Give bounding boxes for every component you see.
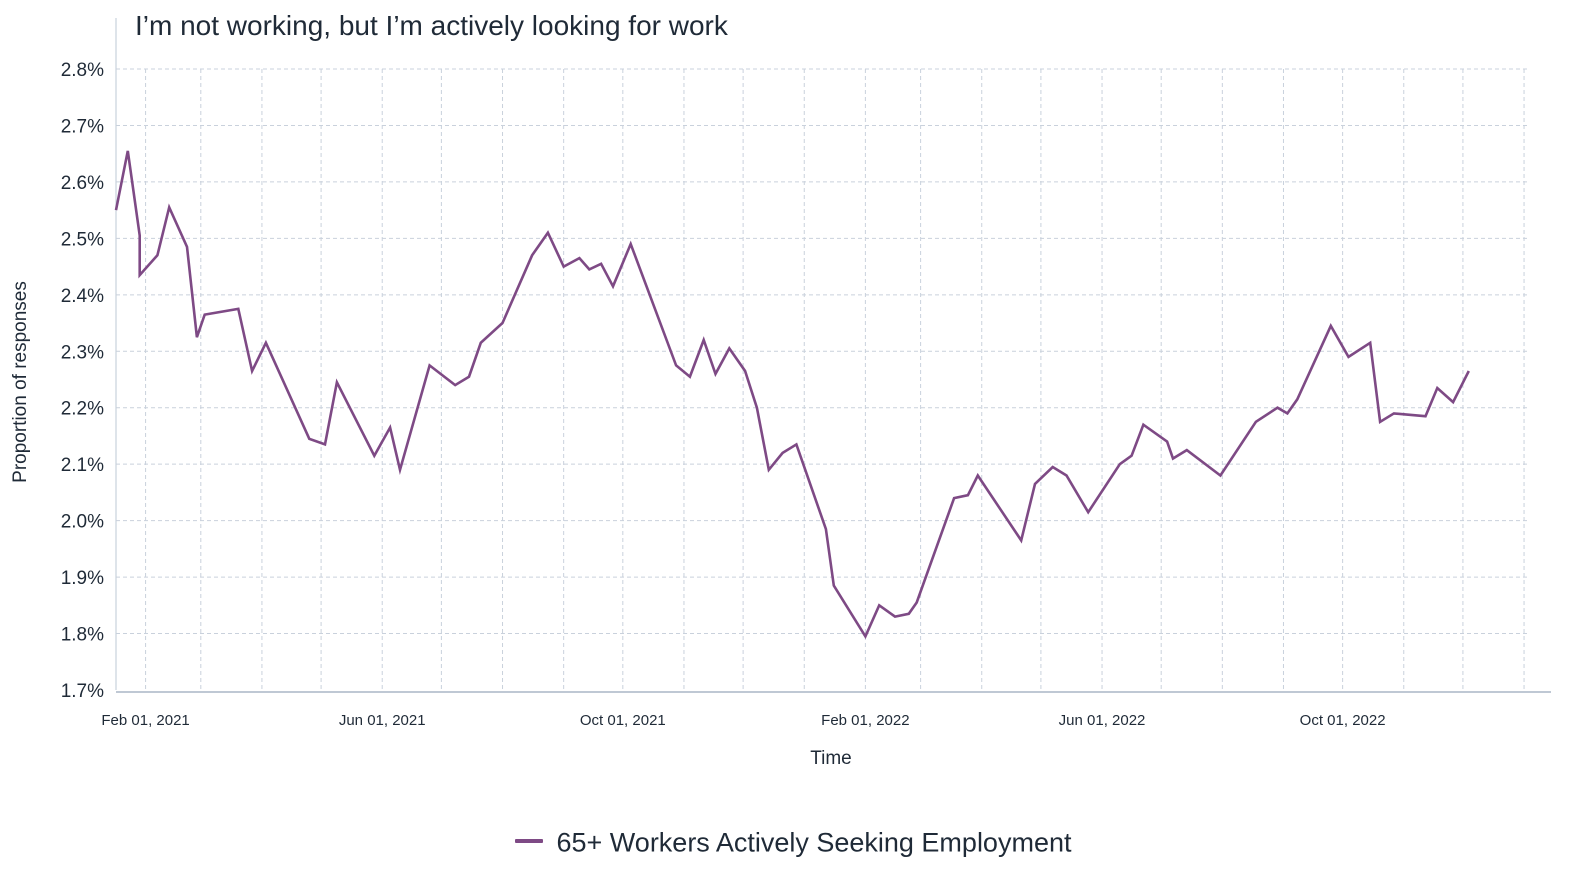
y-tick-label: 2.0% <box>61 512 104 533</box>
y-tick-label: 2.5% <box>61 229 104 250</box>
y-tick-label: 2.7% <box>61 116 104 137</box>
legend: 65+ Workers Actively Seeking Employment <box>0 826 1586 858</box>
y-tick-label: 2.4% <box>61 286 104 307</box>
x-tick-label: Oct 01, 2022 <box>1300 712 1386 729</box>
y-tick-label: 2.1% <box>61 455 104 476</box>
y-tick-label: 2.6% <box>61 173 104 194</box>
grid <box>116 68 1528 690</box>
y-tick-label: 1.8% <box>61 625 104 646</box>
legend-label: 65+ Workers Actively Seeking Employment <box>556 827 1072 858</box>
legend-swatch <box>514 838 543 843</box>
chart-title: I’m not working, but I’m actively lookin… <box>135 10 728 41</box>
x-tick-label: Jun 01, 2021 <box>339 712 426 729</box>
x-tick-label: Feb 01, 2022 <box>821 712 909 729</box>
tick-labels: 1.7% 1.8% 1.9% 2.0% 2.1% 2.2% 2.3% 2.4% 2.5% 2.6%… <box>61 60 1386 729</box>
y-tick-label: 1.9% <box>61 568 104 589</box>
y-tick-label: 2.8% <box>61 60 104 81</box>
series-line <box>114 150 1470 640</box>
x-tick-label: Feb 01, 2021 <box>101 712 189 729</box>
x-axis-label: Time <box>810 748 852 769</box>
y-tick-label: 1.7% <box>61 681 104 702</box>
y-axis-label: Proportion of responses <box>10 281 31 483</box>
y-tick-label: 2.3% <box>61 342 104 363</box>
y-tick-label: 2.2% <box>61 399 104 420</box>
x-tick-label: Jun 01, 2022 <box>1059 712 1146 729</box>
x-tick-label: Oct 01, 2021 <box>580 712 666 729</box>
series-layer <box>114 150 1470 640</box>
axes <box>115 18 1551 693</box>
